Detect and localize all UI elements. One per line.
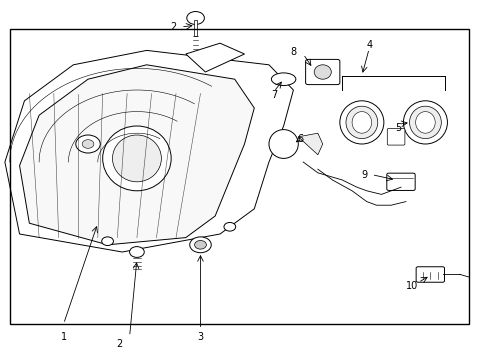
Circle shape (129, 247, 144, 257)
Bar (10, 29, 468, 324)
Circle shape (76, 135, 100, 153)
Ellipse shape (403, 101, 447, 144)
Ellipse shape (415, 112, 434, 133)
Circle shape (82, 140, 94, 148)
Ellipse shape (346, 106, 377, 139)
Text: 9: 9 (361, 170, 366, 180)
Text: 1: 1 (61, 332, 66, 342)
PathPatch shape (298, 133, 322, 155)
FancyBboxPatch shape (305, 59, 339, 85)
Ellipse shape (102, 126, 171, 191)
PathPatch shape (20, 65, 254, 245)
Ellipse shape (339, 101, 383, 144)
Text: 5: 5 (395, 123, 401, 133)
Circle shape (194, 240, 206, 249)
Ellipse shape (268, 130, 298, 158)
Ellipse shape (271, 73, 295, 86)
FancyBboxPatch shape (386, 173, 414, 190)
Circle shape (102, 237, 113, 246)
Text: 3: 3 (197, 332, 203, 342)
Text: 6: 6 (297, 134, 303, 144)
Text: 4: 4 (366, 40, 371, 50)
Text: 8: 8 (290, 47, 296, 57)
Text: 2: 2 (170, 22, 176, 32)
FancyBboxPatch shape (386, 129, 404, 145)
Ellipse shape (313, 65, 331, 79)
FancyBboxPatch shape (415, 267, 444, 282)
Text: 10: 10 (405, 281, 417, 291)
Circle shape (186, 12, 204, 24)
Circle shape (189, 237, 211, 253)
Ellipse shape (409, 106, 440, 139)
PathPatch shape (5, 50, 293, 252)
Circle shape (224, 222, 235, 231)
Ellipse shape (112, 135, 161, 182)
Ellipse shape (351, 112, 371, 133)
Bar (194, 20, 197, 36)
Text: 7: 7 (270, 90, 276, 100)
PathPatch shape (185, 43, 244, 72)
Text: 2: 2 (117, 339, 122, 349)
